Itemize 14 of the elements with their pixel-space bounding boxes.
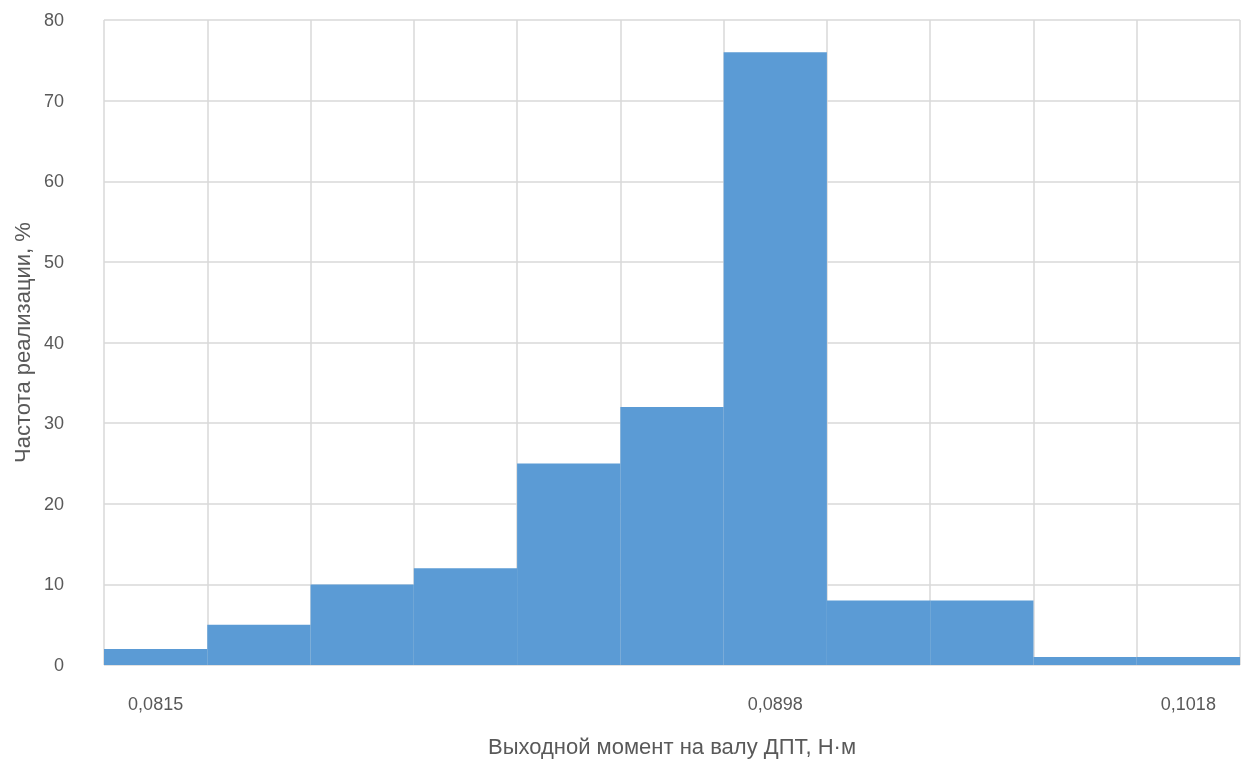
y-axis-title: Частота реализации, % — [9, 222, 35, 463]
x-axis-title: Выходной момент на валу ДПТ, Н·м — [487, 733, 857, 759]
y-tick-label: 70 — [43, 90, 64, 111]
x-tick-label: 0,0815 — [128, 694, 184, 714]
y-tick-label: 50 — [43, 251, 64, 272]
x-tick-label: 0,1018 — [1160, 694, 1216, 714]
x-tick-label: 0,0898 — [747, 694, 803, 714]
y-tick-label: 80 — [43, 10, 64, 30]
y-tick-label: 0 — [53, 655, 64, 675]
y-tick-label: 10 — [43, 574, 64, 595]
y-tick-label: 30 — [43, 413, 64, 434]
y-tick-label: 40 — [43, 332, 64, 353]
y-tick-label: 60 — [43, 171, 64, 192]
y-tick-label: 20 — [43, 493, 64, 514]
